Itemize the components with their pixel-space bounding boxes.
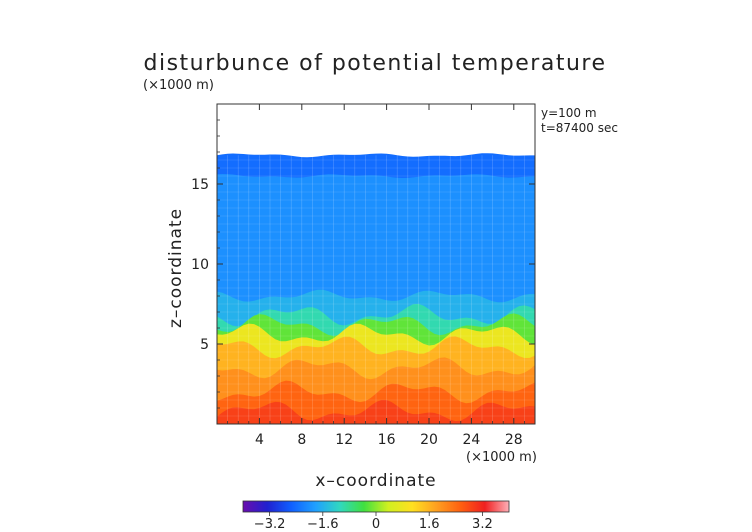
y-tick-label: 10 bbox=[191, 257, 209, 273]
heatmap-field bbox=[217, 153, 535, 424]
colorbar-tick-label: 0 bbox=[372, 517, 380, 532]
chart-title: disturbunce of potential temperature bbox=[144, 51, 607, 76]
x-axis-label: x–coordinate bbox=[315, 471, 436, 491]
y-axis-label: z–coordinate bbox=[166, 208, 186, 328]
x-tick-label: 28 bbox=[505, 432, 523, 448]
colorbar-tick-label: −3.2 bbox=[254, 517, 286, 532]
x-tick-label: 8 bbox=[297, 432, 306, 448]
colorbar-tick-label: 3.2 bbox=[472, 517, 493, 532]
x-tick-label: 12 bbox=[335, 432, 353, 448]
y-unit-note: (×1000 m) bbox=[143, 78, 214, 93]
colorbar-tick-label: 1.6 bbox=[419, 517, 440, 532]
y-axis-ticks: 5 10 15 bbox=[191, 119, 535, 409]
x-axis-ticks: 4 8 12 16 20 24 28 bbox=[227, 104, 525, 448]
colorbar-tick-label: −1.6 bbox=[307, 517, 339, 532]
annotation-t: t=87400 sec bbox=[541, 121, 618, 135]
y-tick-label: 5 bbox=[200, 337, 209, 353]
grid-lines bbox=[217, 155, 535, 424]
colorbar bbox=[242, 500, 510, 513]
x-tick-label: 24 bbox=[462, 432, 480, 448]
x-tick-label: 4 bbox=[255, 432, 264, 448]
heatmap-layer bbox=[217, 400, 535, 424]
y-tick-label: 15 bbox=[191, 177, 209, 193]
x-tick-label: 16 bbox=[378, 432, 396, 448]
x-tick-label: 20 bbox=[420, 432, 438, 448]
colorbar-ticks: −3.2 −1.6 0 1.6 3.2 bbox=[254, 512, 493, 532]
annotation-y: y=100 m bbox=[541, 106, 597, 120]
x-unit-note: (×1000 m) bbox=[466, 450, 537, 465]
